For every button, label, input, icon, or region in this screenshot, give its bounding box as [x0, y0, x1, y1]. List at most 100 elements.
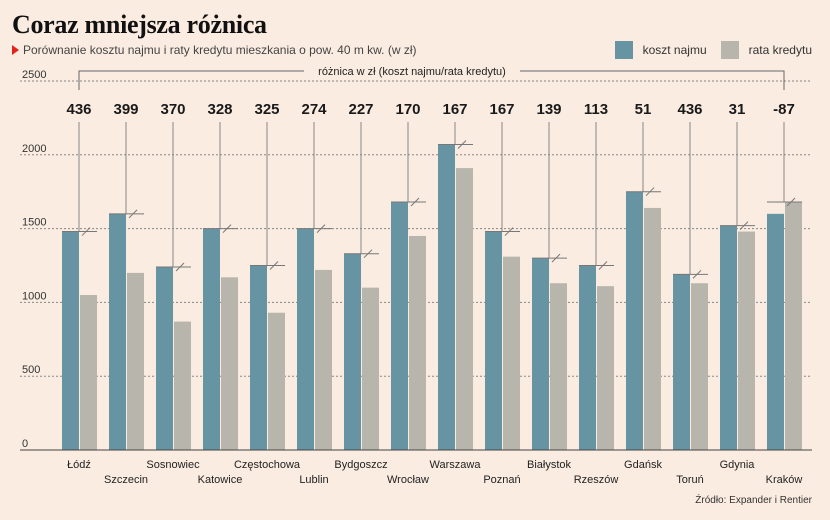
x-tick-label: Wrocław: [387, 474, 429, 486]
difference-label: 274: [301, 101, 327, 118]
bar-rent: [485, 231, 502, 450]
top-marker-tick: [175, 262, 185, 272]
top-marker-tick: [269, 261, 279, 270]
bar-rent: [203, 228, 220, 450]
bar-loan: [362, 287, 379, 450]
bar-loan: [315, 269, 332, 450]
x-tick-label: Kraków: [766, 474, 803, 486]
subtitle-text: Porównanie kosztu najmu i raty kredytu m…: [23, 43, 417, 57]
legend-label-loan: rata kredytu: [748, 43, 812, 57]
source-note: Źródło: Expander i Rentier: [695, 495, 812, 506]
bar-loan: [644, 207, 661, 450]
top-marker-tick: [598, 261, 608, 270]
y-tick-label: 500: [22, 364, 40, 376]
bar-rent: [626, 191, 643, 450]
top-marker-tick: [739, 221, 749, 231]
bar-rent: [109, 213, 126, 450]
difference-annotation: różnica w zł (koszt najmu/rata kredytu): [318, 66, 506, 78]
annotation-background: [304, 63, 520, 79]
bar-rent: [391, 202, 408, 450]
x-tick-label: Rzeszów: [574, 474, 619, 486]
top-marker-tick: [692, 270, 702, 279]
top-marker-tick: [128, 209, 138, 219]
top-marker-tick: [222, 224, 232, 233]
difference-label: 167: [489, 101, 514, 118]
x-tick-label: Poznań: [483, 474, 520, 486]
x-tick-label: Białystok: [527, 459, 572, 471]
bar-rent: [673, 274, 690, 450]
bar-rent: [532, 258, 549, 450]
difference-label: 227: [348, 101, 373, 118]
bar-rent: [438, 144, 455, 450]
bar-loan: [409, 235, 426, 450]
chart-subtitle: Porównanie kosztu najmu i raty kredytu m…: [12, 43, 417, 57]
bar-loan: [174, 321, 191, 450]
difference-label: 31: [729, 101, 746, 118]
difference-label: 370: [160, 101, 185, 118]
x-tick-label: Gdynia: [720, 459, 756, 471]
bar-loan: [80, 295, 97, 450]
difference-label: 139: [536, 101, 561, 118]
bar-loan: [456, 168, 473, 451]
x-tick-label: Lublin: [299, 474, 328, 486]
difference-label: 436: [66, 101, 91, 118]
red-triangle-icon: [12, 45, 19, 55]
bar-loan: [691, 283, 708, 450]
y-tick-label: 0: [22, 438, 28, 450]
chart-title: Coraz mniejsza różnica: [12, 10, 267, 39]
y-tick-label: 2500: [22, 69, 46, 81]
bar-loan: [503, 256, 520, 450]
top-marker-tick: [316, 224, 326, 233]
x-tick-label: Warszawa: [430, 459, 482, 471]
y-tick-label: 1000: [22, 290, 46, 302]
bar-rent: [297, 228, 314, 450]
bar-loan: [597, 286, 614, 450]
bar-loan: [738, 231, 755, 450]
legend-label-rent: koszt najmu: [642, 43, 707, 57]
x-tick-label: Katowice: [198, 474, 243, 486]
difference-label: 325: [254, 101, 279, 118]
legend-item-loan: rata kredytu: [720, 41, 812, 59]
top-marker-tick: [410, 197, 420, 207]
bar-loan: [785, 202, 802, 450]
y-tick-label: 1500: [22, 217, 46, 229]
bar-loan: [221, 277, 238, 450]
top-marker-tick: [645, 187, 655, 197]
top-marker-tick: [457, 140, 467, 149]
x-tick-label: Sosnowiec: [146, 459, 200, 471]
bar-loan: [268, 312, 285, 450]
bar-rent: [720, 225, 737, 450]
x-tick-label: Gdańsk: [624, 459, 662, 471]
difference-label: 399: [113, 101, 138, 118]
difference-label: 167: [442, 101, 467, 118]
top-marker-tick: [551, 253, 561, 263]
bar-rent: [62, 231, 79, 450]
bar-loan: [127, 272, 144, 450]
bar-rent: [579, 265, 596, 450]
bar-rent: [250, 265, 267, 450]
top-marker-tick: [81, 227, 91, 236]
legend-swatch-rent: [614, 41, 633, 59]
legend: koszt najmu rata kredytu: [601, 41, 812, 59]
x-tick-label: Częstochowa: [234, 459, 301, 471]
y-tick-label: 2000: [22, 143, 46, 155]
difference-label: 51: [635, 101, 652, 118]
legend-swatch-loan: [720, 41, 739, 59]
bar-loan: [550, 283, 567, 450]
top-marker-tick: [786, 197, 796, 207]
bar-rent: [767, 213, 784, 450]
bar-rent: [156, 266, 173, 450]
top-marker-tick: [363, 249, 373, 259]
difference-label: 328: [207, 101, 232, 118]
bar-rent: [344, 253, 361, 450]
legend-item-rent: koszt najmu: [614, 41, 707, 59]
x-tick-label: Toruń: [676, 474, 704, 486]
difference-label: 113: [584, 101, 608, 118]
difference-label: 436: [677, 101, 702, 118]
x-tick-label: Szczecin: [104, 474, 148, 486]
top-marker-tick: [504, 227, 514, 236]
difference-label: 170: [395, 101, 420, 118]
x-tick-label: Bydgoszcz: [334, 459, 387, 471]
difference-label: -87: [773, 101, 795, 118]
